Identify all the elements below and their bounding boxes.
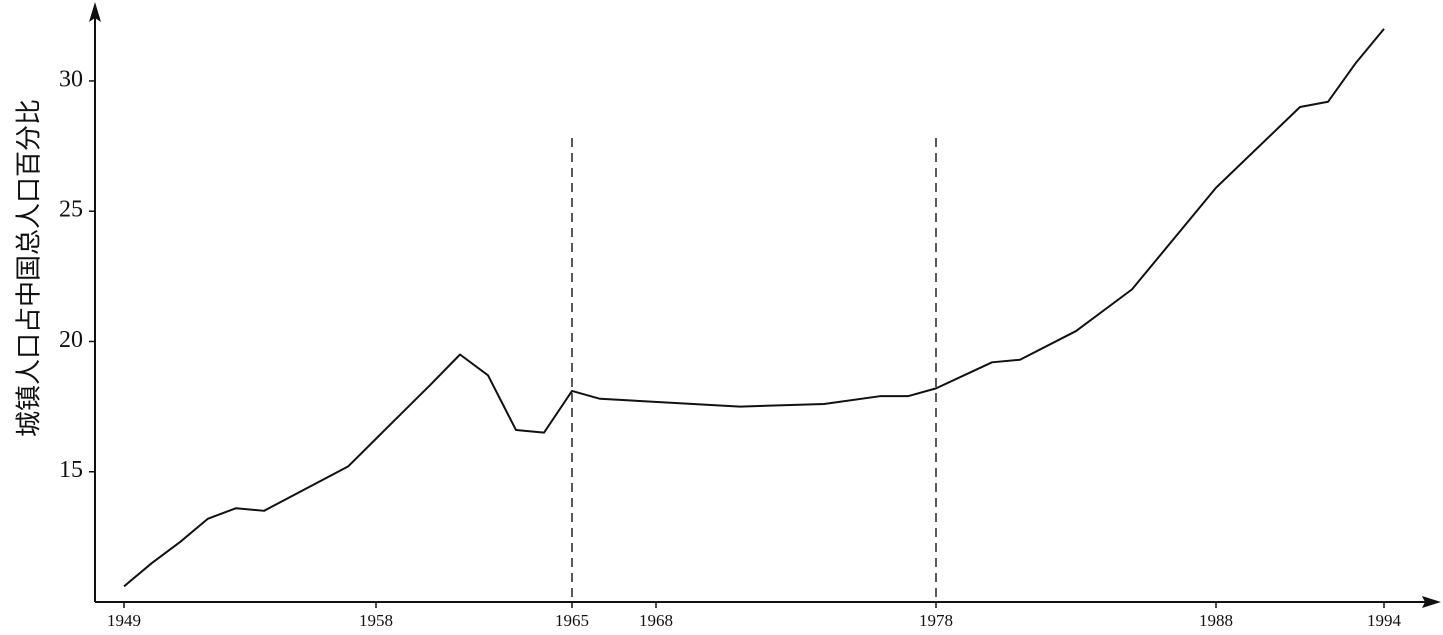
data-line xyxy=(123,28,1385,588)
x-tick-label: 1958 xyxy=(359,611,393,630)
y-axis-arrow xyxy=(89,2,101,22)
x-tick-label: 1978 xyxy=(919,611,953,630)
x-tick-label: 1968 xyxy=(639,611,673,630)
y-axis-label: 城镇人口占中国总人口百分比 xyxy=(15,99,45,437)
y-tick-label: 30 xyxy=(59,66,83,92)
x-tick-label: 1965 xyxy=(555,611,589,630)
y-tick-label: 15 xyxy=(59,457,83,483)
x-tick-label: 1949 xyxy=(107,611,141,630)
x-tick-label: 1994 xyxy=(1367,611,1402,630)
x-tick-label: 1988 xyxy=(1199,611,1233,630)
x-axis-arrow xyxy=(1422,596,1441,608)
y-tick-label: 25 xyxy=(59,197,83,223)
y-tick-label: 20 xyxy=(59,327,83,353)
